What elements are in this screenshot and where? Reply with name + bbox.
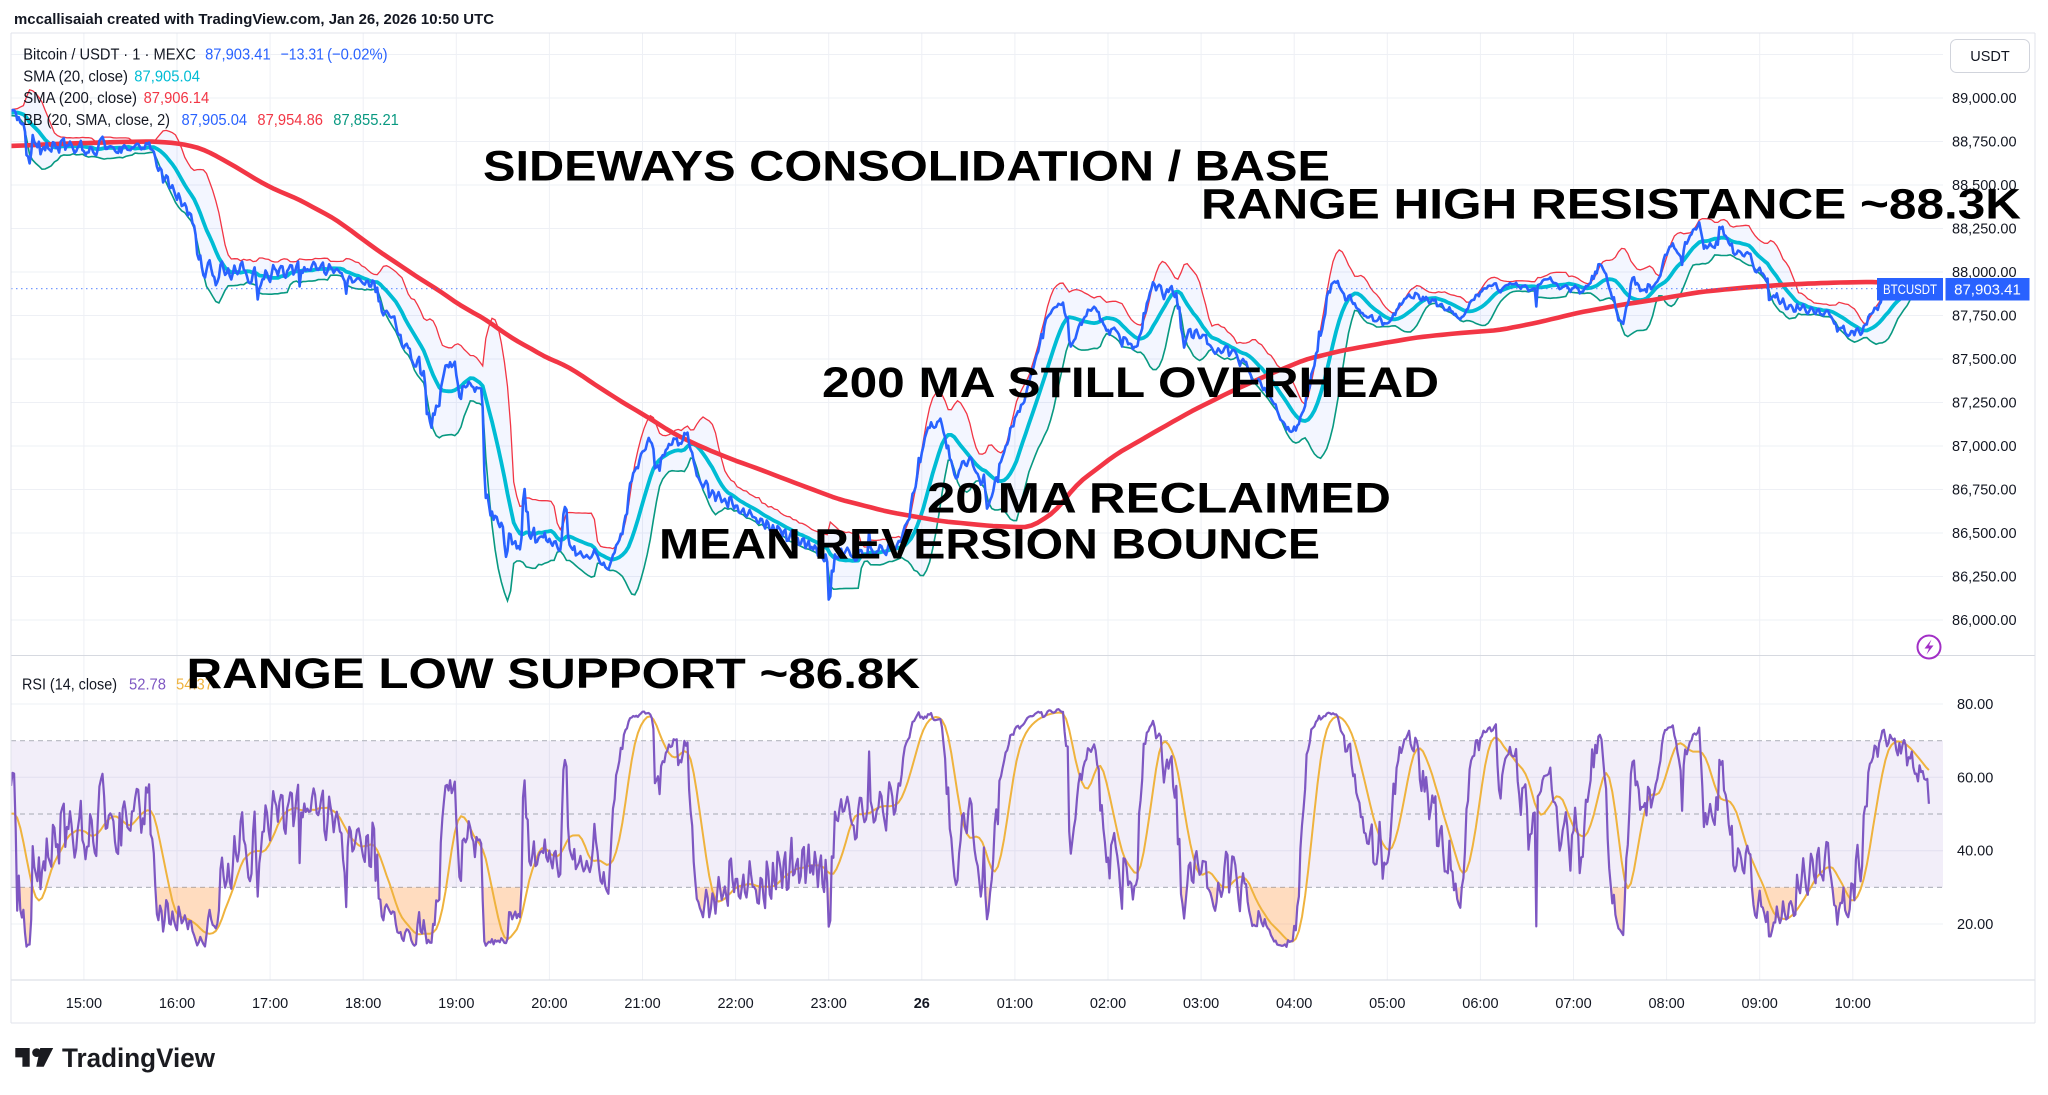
svg-text:87,250.00: 87,250.00 (1952, 396, 2017, 412)
svg-text:86,500.00: 86,500.00 (1952, 526, 2017, 542)
svg-text:54.37: 54.37 (176, 677, 213, 694)
svg-text:21:00: 21:00 (624, 996, 660, 1012)
svg-text:RANGE LOW SUPPORT ~86.8K: RANGE LOW SUPPORT ~86.8K (187, 650, 921, 698)
svg-text:26: 26 (914, 996, 930, 1012)
svg-text:87,000.00: 87,000.00 (1952, 439, 2017, 455)
svg-text:BB (20, SMA, close, 2): BB (20, SMA, close, 2) (23, 112, 170, 129)
svg-text:88,750.00: 88,750.00 (1952, 135, 2017, 151)
svg-text:23:00: 23:00 (811, 996, 847, 1012)
svg-text:Bitcoin / USDT · 1 · MEXC: Bitcoin / USDT · 1 · MEXC (23, 47, 196, 64)
svg-text:02:00: 02:00 (1090, 996, 1126, 1012)
svg-text:86,750.00: 86,750.00 (1952, 483, 2017, 499)
svg-text:BTCUSDT: BTCUSDT (1883, 282, 1937, 297)
svg-text:19:00: 19:00 (438, 996, 474, 1012)
svg-text:87,855.21: 87,855.21 (333, 112, 399, 129)
svg-text:80.00: 80.00 (1957, 697, 1993, 713)
svg-text:SMA (20, close): SMA (20, close) (23, 68, 128, 85)
svg-text:04:00: 04:00 (1276, 996, 1312, 1012)
svg-text:87,500.00: 87,500.00 (1952, 352, 2017, 368)
svg-text:15:00: 15:00 (66, 996, 102, 1012)
svg-text:RSI (14, close): RSI (14, close) (22, 677, 117, 694)
svg-text:60.00: 60.00 (1957, 770, 1993, 786)
svg-text:87,903.41: 87,903.41 (205, 47, 271, 64)
svg-text:07:00: 07:00 (1555, 996, 1591, 1012)
svg-text:05:00: 05:00 (1369, 996, 1405, 1012)
svg-text:mccallisaiah created with Trad: mccallisaiah created with TradingView.co… (14, 11, 494, 28)
svg-text:RANGE HIGH RESISTANCE ~88.3K: RANGE HIGH RESISTANCE ~88.3K (1201, 181, 2021, 229)
svg-text:20:00: 20:00 (531, 996, 567, 1012)
svg-text:200 MA STILL OVERHEAD: 200 MA STILL OVERHEAD (822, 359, 1439, 407)
svg-text:88,500.00: 88,500.00 (1952, 178, 2017, 194)
svg-text:88,250.00: 88,250.00 (1952, 222, 2017, 238)
svg-text:03:00: 03:00 (1183, 996, 1219, 1012)
svg-text:86,250.00: 86,250.00 (1952, 570, 2017, 586)
svg-text:06:00: 06:00 (1462, 996, 1498, 1012)
svg-text:87,906.14: 87,906.14 (144, 90, 210, 107)
svg-text:01:00: 01:00 (997, 996, 1033, 1012)
svg-text:USDT: USDT (1970, 49, 2010, 65)
svg-text:87,905.04: 87,905.04 (182, 112, 248, 129)
svg-text:40.00: 40.00 (1957, 844, 1993, 860)
svg-text:87,954.86: 87,954.86 (257, 112, 323, 129)
svg-text:86,000.00: 86,000.00 (1952, 613, 2017, 629)
svg-text:88,000.00: 88,000.00 (1952, 265, 2017, 281)
svg-text:09:00: 09:00 (1742, 996, 1778, 1012)
svg-text:−13.31: −13.31 (281, 47, 324, 64)
svg-text:87,750.00: 87,750.00 (1952, 309, 2017, 325)
svg-text:20.00: 20.00 (1957, 917, 1993, 933)
svg-text:22:00: 22:00 (717, 996, 753, 1012)
svg-text:17:00: 17:00 (252, 996, 288, 1012)
svg-text:18:00: 18:00 (345, 996, 381, 1012)
svg-text:87,903.41: 87,903.41 (1954, 282, 2021, 299)
svg-text:52.78: 52.78 (129, 677, 166, 694)
svg-text:MEAN REVERSION BOUNCE: MEAN REVERSION BOUNCE (659, 520, 1320, 568)
svg-text:10:00: 10:00 (1835, 996, 1871, 1012)
svg-text:20 MA RECLAIMED: 20 MA RECLAIMED (927, 475, 1391, 523)
svg-text:89,000.00: 89,000.00 (1952, 91, 2017, 107)
svg-text:16:00: 16:00 (159, 996, 195, 1012)
svg-text:SIDEWAYS CONSOLIDATION / BASE: SIDEWAYS CONSOLIDATION / BASE (483, 143, 1330, 191)
svg-text:08:00: 08:00 (1648, 996, 1684, 1012)
svg-text:87,905.04: 87,905.04 (134, 68, 200, 85)
svg-text:(−0.02%): (−0.02%) (327, 47, 388, 64)
svg-text:SMA (200, close): SMA (200, close) (23, 90, 137, 107)
svg-text:TradingView: TradingView (62, 1043, 216, 1073)
